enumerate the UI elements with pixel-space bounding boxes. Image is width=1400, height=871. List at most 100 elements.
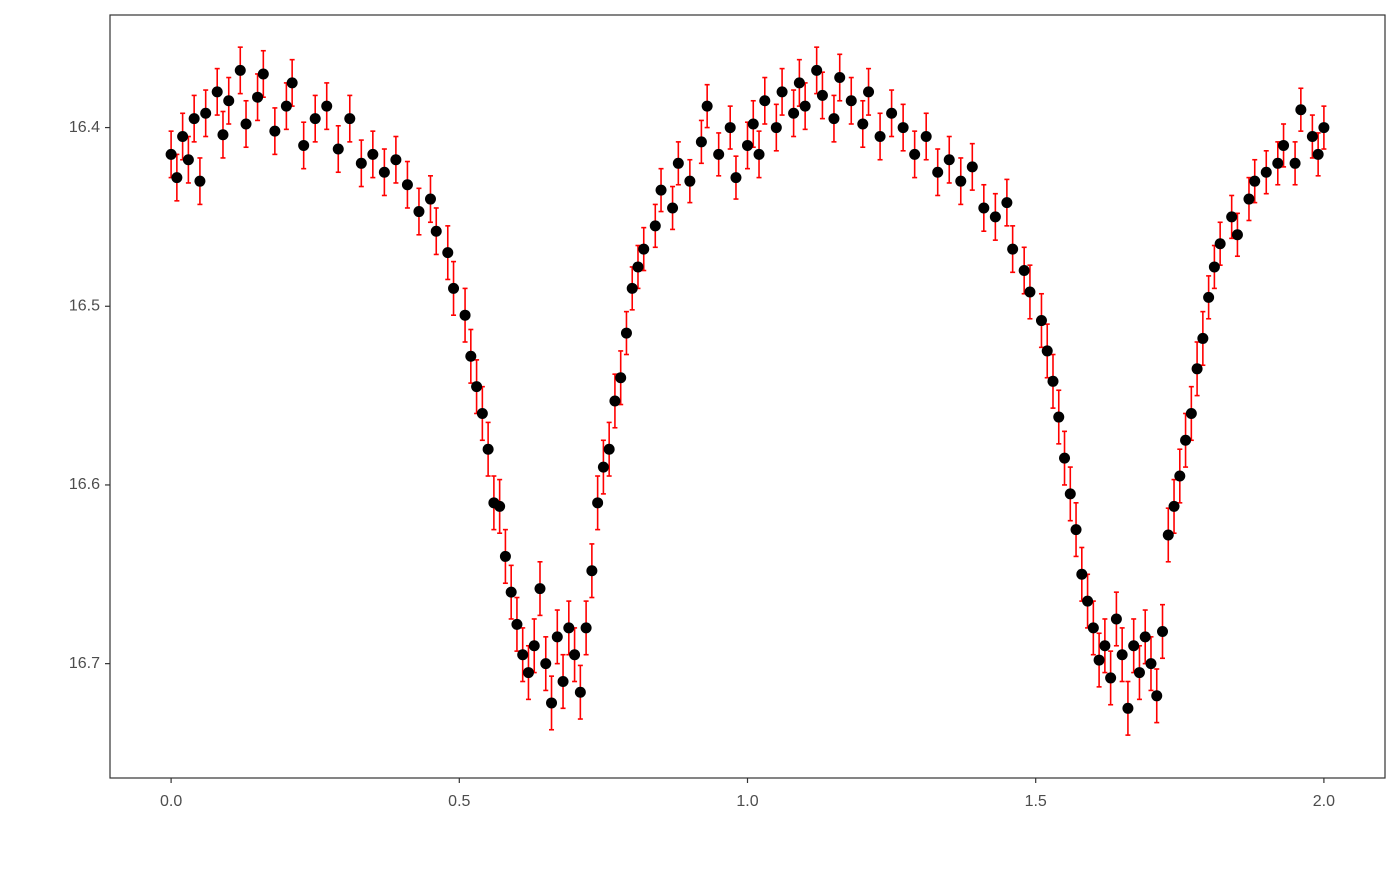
point: [557, 676, 569, 688]
point: [811, 64, 823, 76]
point: [1007, 243, 1019, 255]
point: [344, 113, 356, 125]
point: [897, 122, 909, 134]
point: [1093, 654, 1105, 666]
point: [603, 443, 615, 455]
point: [1312, 148, 1324, 160]
point: [459, 309, 471, 321]
point: [511, 618, 523, 630]
y-tick-label: 16.7: [69, 655, 100, 672]
point: [182, 154, 194, 166]
point: [592, 497, 604, 509]
point: [1082, 595, 1094, 607]
point: [540, 658, 552, 670]
point: [620, 327, 632, 339]
point: [1272, 157, 1284, 169]
point: [586, 565, 598, 577]
point: [909, 148, 921, 160]
y-tick-label: 16.5: [69, 297, 100, 314]
point: [298, 139, 310, 151]
point: [448, 282, 460, 294]
point: [1208, 261, 1220, 273]
point: [1180, 434, 1192, 446]
point: [171, 172, 183, 184]
point: [569, 649, 581, 661]
point: [724, 122, 736, 134]
point: [989, 211, 1001, 223]
point: [1110, 613, 1122, 625]
point: [672, 157, 684, 169]
point: [580, 622, 592, 634]
point: [845, 95, 857, 107]
point: [615, 372, 627, 384]
point: [638, 243, 650, 255]
point: [1260, 166, 1272, 178]
y-tick-label: 16.6: [69, 476, 100, 493]
point: [401, 179, 413, 191]
point: [1064, 488, 1076, 500]
point: [442, 247, 454, 259]
point: [177, 131, 189, 143]
point: [747, 118, 759, 130]
point: [378, 166, 390, 178]
point: [546, 697, 558, 709]
point: [966, 161, 978, 173]
x-tick-label: 1.5: [1025, 793, 1047, 810]
point: [834, 72, 846, 84]
point: [390, 154, 402, 166]
point: [223, 95, 235, 107]
x-tick-label: 0.0: [160, 793, 182, 810]
point: [955, 175, 967, 187]
point: [1191, 363, 1203, 375]
point: [269, 125, 281, 137]
point: [828, 113, 840, 125]
point: [1185, 407, 1197, 419]
point: [753, 148, 765, 160]
point: [1306, 131, 1318, 143]
point: [367, 148, 379, 160]
point: [505, 586, 517, 598]
point: [1174, 470, 1186, 482]
point: [280, 100, 292, 112]
point: [188, 113, 200, 125]
point: [413, 206, 425, 218]
point: [667, 202, 679, 214]
y-tick-label: 16.4: [69, 119, 100, 136]
point: [932, 166, 944, 178]
point: [194, 175, 206, 187]
point: [1168, 500, 1180, 512]
point: [1087, 622, 1099, 634]
point: [1047, 375, 1059, 387]
point: [165, 148, 177, 160]
point: [522, 667, 534, 679]
point: [1226, 211, 1238, 223]
point: [1278, 139, 1290, 151]
point: [920, 131, 932, 143]
point: [528, 640, 540, 652]
point: [863, 86, 875, 98]
point: [684, 175, 696, 187]
point: [1243, 193, 1255, 205]
point: [355, 157, 367, 169]
point: [1162, 529, 1174, 541]
point: [609, 395, 621, 407]
point: [1139, 631, 1151, 643]
point: [713, 148, 725, 160]
point: [1099, 640, 1111, 652]
point: [200, 107, 212, 119]
point: [257, 68, 269, 80]
point: [816, 89, 828, 101]
point: [1070, 524, 1082, 536]
points: [165, 64, 1330, 714]
point: [1059, 452, 1071, 464]
point: [776, 86, 788, 98]
point: [534, 583, 546, 595]
point: [730, 172, 742, 184]
point: [886, 107, 898, 119]
point: [597, 461, 609, 473]
point: [321, 100, 333, 112]
point: [465, 350, 477, 362]
point: [494, 500, 506, 512]
